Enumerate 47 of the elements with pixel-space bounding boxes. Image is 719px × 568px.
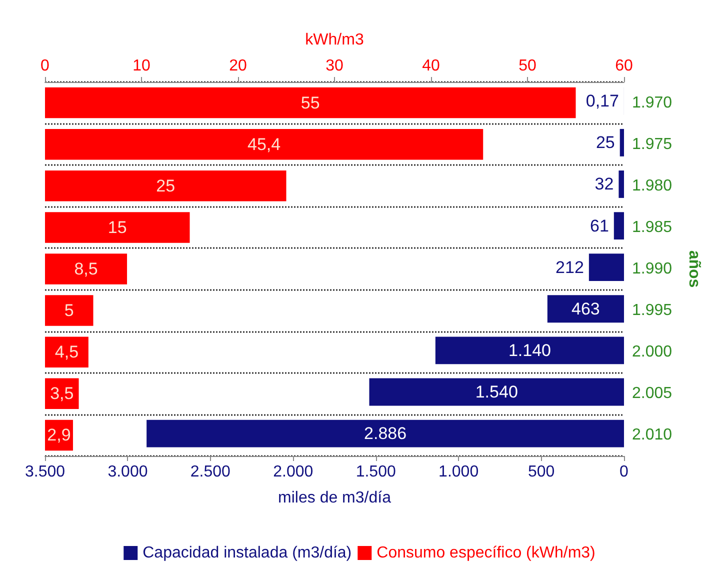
x-tick-label: 1.500 bbox=[356, 464, 396, 480]
x2-tick-label: 20 bbox=[229, 58, 247, 74]
data-label: 15 bbox=[108, 218, 127, 237]
x2-tick-label: 0 bbox=[40, 58, 50, 74]
x-tick-label: 500 bbox=[528, 464, 555, 480]
data-label: 5 bbox=[64, 301, 74, 320]
x2-tick-label: 60 bbox=[615, 58, 633, 74]
data-label: 4,5 bbox=[54, 342, 79, 362]
data-label: 212 bbox=[556, 258, 584, 277]
y-tick-label: 1.985 bbox=[632, 218, 672, 236]
y-tick-label: 2.005 bbox=[632, 385, 672, 402]
data-label: 0,17 bbox=[586, 92, 619, 111]
data-label: 1.540 bbox=[475, 382, 518, 402]
x2-tick-label: 30 bbox=[326, 58, 344, 74]
x-tick-label: 0 bbox=[620, 464, 629, 480]
y-tick-label: 2.000 bbox=[632, 344, 672, 361]
data-label: 3,5 bbox=[50, 384, 74, 404]
data-label: 25 bbox=[156, 176, 176, 196]
y-tick-label: 2.010 bbox=[632, 426, 672, 444]
x2-tick-label: 40 bbox=[422, 58, 440, 74]
data-label: 2.886 bbox=[364, 424, 407, 444]
y-tick-label: 1.995 bbox=[632, 302, 672, 320]
data-label: 8,5 bbox=[74, 260, 98, 278]
legend-label: Capacidad instalada (m3/día) bbox=[142, 544, 352, 562]
data-label: 463 bbox=[572, 299, 600, 318]
x-tick-label: 3.000 bbox=[108, 464, 148, 480]
data-label: 25 bbox=[596, 133, 615, 152]
data-label: 1.140 bbox=[508, 340, 551, 360]
y-axis-title: años bbox=[686, 250, 702, 288]
data-label: 55 bbox=[300, 93, 320, 112]
y-tick-label: 1.970 bbox=[632, 94, 672, 112]
x2-axis-title: kWh/m3 bbox=[305, 32, 364, 48]
y-tick-label: 1.980 bbox=[632, 177, 672, 194]
x-tick-label: 2.500 bbox=[190, 464, 231, 480]
data-label: 32 bbox=[594, 174, 614, 194]
x-axis-title: miles de m3/día bbox=[278, 490, 392, 506]
legend-label: Consumo específico (kWh/m3) bbox=[376, 544, 596, 562]
x-tick-label: 1.000 bbox=[438, 464, 479, 480]
x2-tick-label: 10 bbox=[132, 58, 150, 74]
x-tick-label: 2.000 bbox=[273, 464, 314, 480]
data-label: 2,9 bbox=[47, 426, 71, 445]
data-label: 61 bbox=[590, 216, 609, 236]
y-tick-label: 1.975 bbox=[632, 136, 672, 153]
x-tick-label: 3.500 bbox=[24, 464, 66, 480]
y-tick-label: 1.990 bbox=[632, 260, 672, 278]
data-label: 45,4 bbox=[248, 134, 281, 154]
x2-tick-label: 50 bbox=[518, 58, 536, 74]
